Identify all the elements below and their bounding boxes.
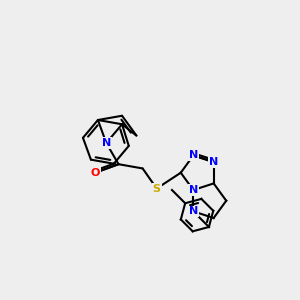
Text: S: S [153,184,161,194]
Text: N: N [189,206,198,216]
Text: N: N [102,138,111,148]
Text: N: N [189,150,198,161]
Text: N: N [209,157,218,167]
Text: N: N [189,185,198,195]
Text: O: O [91,168,100,178]
